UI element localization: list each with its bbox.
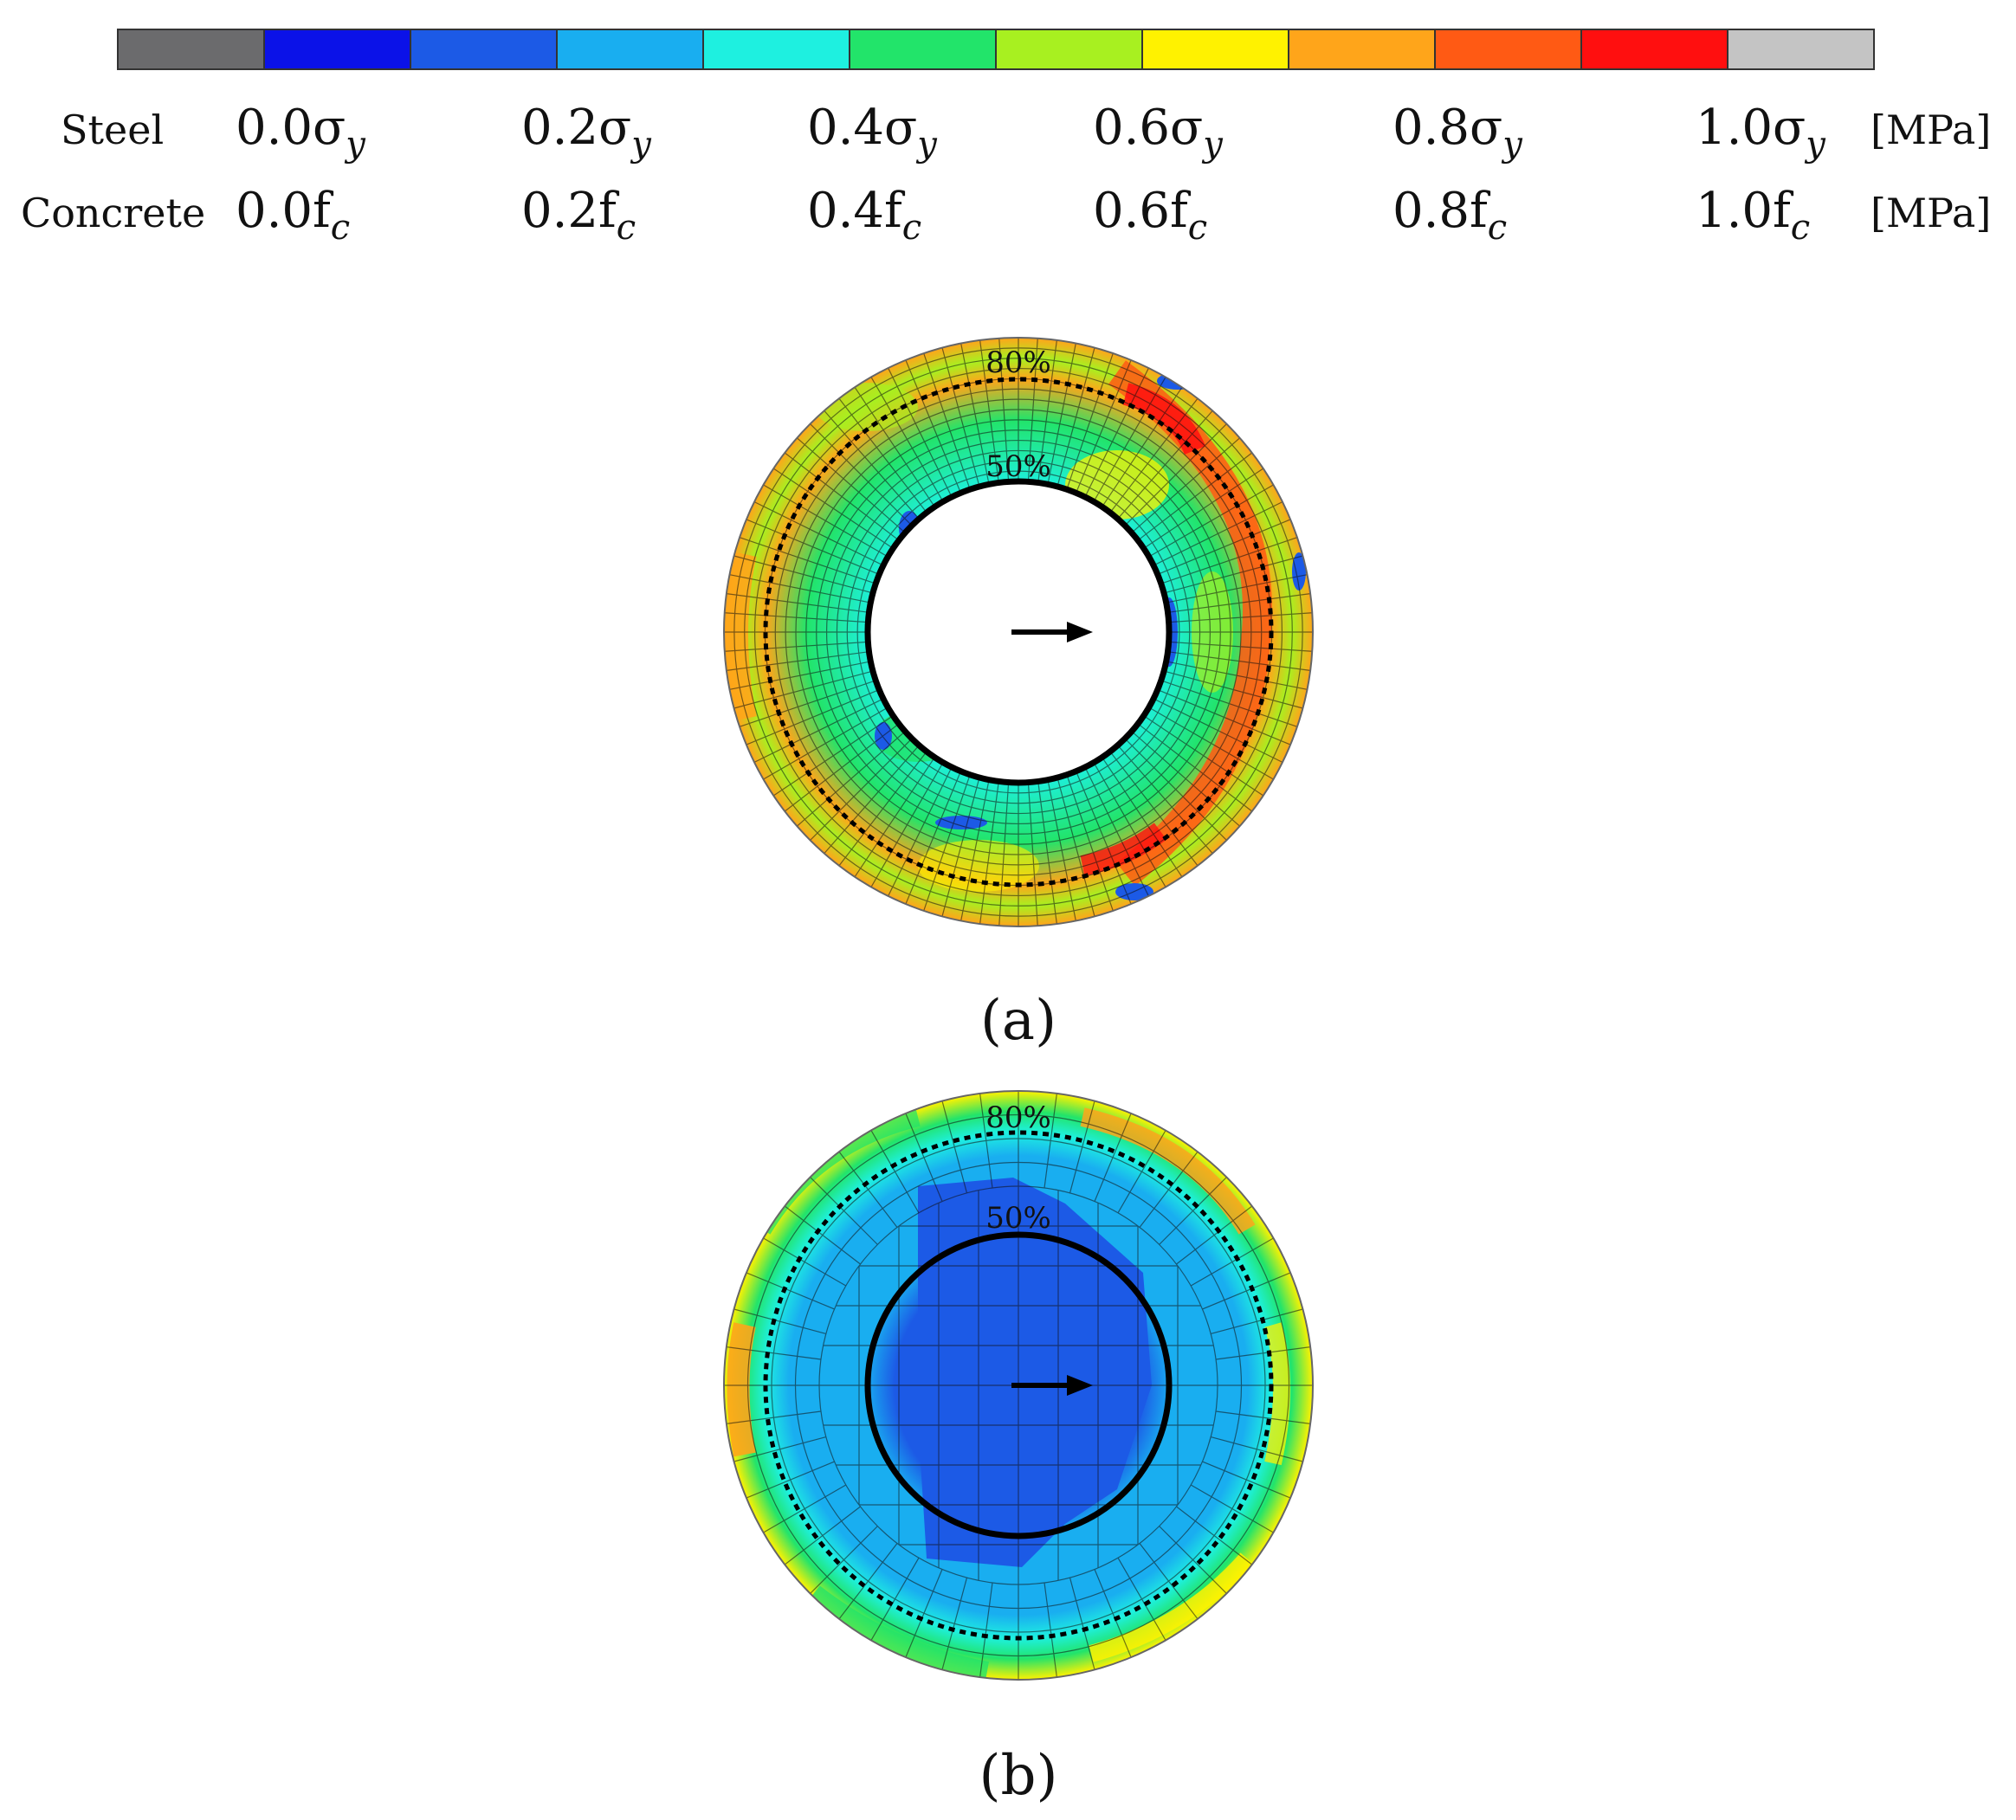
legend-tick-label: 0.6fc — [1093, 183, 1207, 248]
legend-unit-concrete: [MPa] — [1871, 190, 1991, 236]
legend-tick-label: 0.6σy — [1093, 100, 1224, 165]
legend-tick-label: 0.4fc — [807, 183, 921, 248]
panel-a-50pct-ring — [864, 478, 1173, 786]
panel-b-80pct-label: 80% — [985, 1100, 1051, 1135]
colorbar-swatch — [117, 29, 265, 70]
legend-tick-label: 1.0σy — [1696, 100, 1826, 165]
panel-b-caption: (b) — [979, 1744, 1058, 1808]
legend-concrete-row: Concrete 0.0fc 0.2fc 0.4fc 0.6fc 0.8fc 1.0fc … — [21, 183, 1991, 248]
panel-b-50pct-ring — [864, 1231, 1173, 1539]
panel-a-80pct-ring — [763, 377, 1274, 887]
colorbar-swatch — [849, 29, 997, 70]
colorbar-swatch — [995, 29, 1143, 70]
panel-a: 80% 50% (a) — [723, 337, 1314, 1053]
legend-tick-label: 0.2fc — [521, 183, 636, 248]
colorbar-swatch — [1727, 29, 1875, 70]
colorbar-swatch — [410, 29, 558, 70]
legend-tick-label: 0.4σy — [807, 100, 938, 165]
panel-a-80pct-label: 80% — [985, 345, 1051, 380]
legend-row-label-concrete: Concrete — [21, 190, 205, 236]
colorbar-swatch — [702, 29, 850, 70]
legend-unit-steel: [MPa] — [1871, 106, 1991, 153]
colorbar-legend — [117, 29, 1875, 70]
legend-steel-row: Steel 0.0σy 0.2σy 0.4σy 0.6σy 0.8σy 1.0σy [MP… — [61, 100, 1991, 165]
panel-b-direction-arrow-icon — [1011, 1375, 1093, 1396]
colorbar-swatch — [263, 29, 411, 70]
colorbar-swatch — [1434, 29, 1582, 70]
legend-row-label-steel: Steel — [61, 106, 164, 153]
panel-b-50pct-label: 50% — [985, 1201, 1051, 1236]
colorbar-swatch — [1141, 29, 1289, 70]
colorbar-swatch — [1288, 29, 1436, 70]
legend-tick-label: 0.2σy — [521, 100, 652, 165]
legend-tick-label: 0.8σy — [1392, 100, 1523, 165]
panel-a-caption: (a) — [980, 989, 1056, 1053]
legend-tick-label: 0.0σy — [236, 100, 366, 165]
legend-tick-label: 1.0fc — [1696, 183, 1810, 248]
panel-b: 80% 50% (b) — [723, 1090, 1314, 1808]
colorbar-swatch — [1580, 29, 1728, 70]
legend-tick-label: 0.0fc — [236, 183, 350, 248]
panel-b-80pct-ring — [763, 1130, 1274, 1641]
panel-a-50pct-label: 50% — [985, 449, 1051, 484]
legend-tick-label: 0.8fc — [1392, 183, 1507, 248]
panel-a-direction-arrow-icon — [1011, 622, 1093, 642]
colorbar-swatch — [556, 29, 704, 70]
